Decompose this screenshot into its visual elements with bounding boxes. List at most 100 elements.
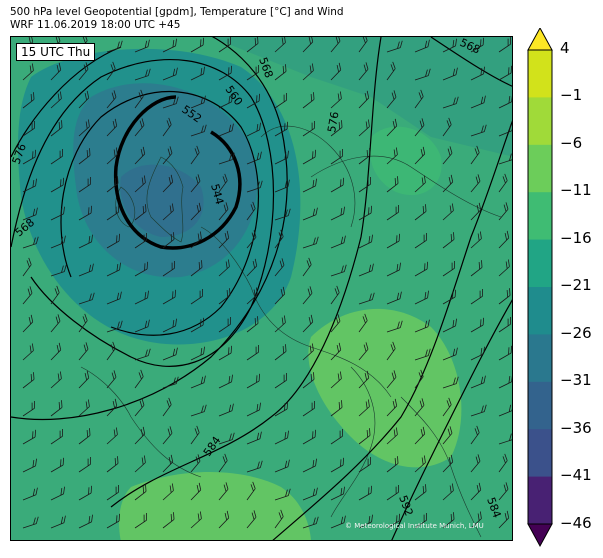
wind-barb (498, 374, 512, 389)
wind-barb (498, 202, 509, 221)
wind-barb (274, 150, 289, 165)
wind-barb (330, 120, 343, 137)
wind-barb (218, 65, 232, 81)
wind-barb (498, 453, 508, 473)
wind-barb (414, 261, 428, 277)
wind-barb (358, 428, 371, 445)
wind-barb (106, 513, 120, 529)
colorbar-box (528, 429, 552, 478)
wind-barb (274, 64, 287, 81)
wind-barb (330, 37, 341, 53)
wind-barb (162, 260, 176, 277)
colorbar (527, 28, 553, 548)
wind-barb (386, 398, 398, 417)
wind-barb (218, 202, 229, 221)
wind-barb (386, 456, 399, 473)
contour-552-thick (113, 95, 242, 250)
colorbar-tick-label: 4 (560, 39, 570, 57)
wind-barb (190, 454, 201, 473)
wind-barb (358, 148, 371, 165)
wind-barb (302, 149, 316, 165)
wind-barb (442, 454, 454, 473)
wind-barb (134, 455, 146, 473)
wind-barb (470, 404, 487, 417)
wind-barb (134, 426, 146, 445)
colorbar-tick-label: −16 (560, 229, 592, 247)
wind-barb (218, 453, 228, 473)
wind-barb (414, 118, 425, 137)
wind-barb (470, 174, 481, 193)
wind-barb (78, 263, 94, 277)
wind-barb (106, 176, 119, 193)
wind-barb (134, 89, 144, 109)
wind-barb (498, 345, 512, 361)
copyright-text: © Meteorological Institute Munich, LMU (345, 522, 484, 530)
wind-barb (274, 121, 288, 137)
wind-barb (22, 487, 38, 501)
wind-barb (134, 348, 151, 361)
wind-barb (414, 369, 424, 389)
wind-barb (274, 344, 287, 361)
wind-barb (442, 174, 454, 193)
wind-barb (22, 178, 37, 193)
wind-barb (218, 288, 231, 305)
wind-barb (442, 512, 455, 529)
wind-barb (302, 257, 312, 277)
wind-barb (162, 512, 175, 529)
wind-barb (414, 348, 431, 361)
wind-barb (134, 512, 148, 529)
colorbar-extend-top (527, 28, 553, 51)
wind-barb (190, 375, 206, 389)
wind-barb (78, 205, 92, 221)
wind-barb (78, 514, 93, 529)
wind-barb (22, 149, 36, 165)
wind-barb (414, 68, 431, 81)
wind-barb (50, 235, 66, 249)
wind-barb (246, 431, 262, 445)
wind-barb (78, 176, 92, 193)
wind-barb (498, 432, 512, 445)
wind-barb (190, 404, 207, 417)
wind-barb (22, 429, 36, 445)
wind-barb (190, 346, 205, 361)
wind-barb (218, 259, 230, 277)
wind-barb (330, 342, 342, 361)
wind-barb (162, 67, 178, 81)
wind-barb (358, 37, 368, 53)
wind-barb (302, 286, 313, 305)
wind-barb (190, 124, 207, 137)
wind-barb (330, 235, 346, 249)
wind-barb (134, 319, 150, 333)
wind-barb (470, 124, 487, 137)
wind-barb (162, 146, 173, 165)
wind-barb (302, 92, 315, 109)
wind-barb (246, 481, 256, 501)
wind-barb (78, 148, 91, 165)
wind-barb (470, 511, 482, 529)
wind-barb (50, 62, 62, 81)
wind-barb (358, 62, 369, 81)
wind-barb (134, 398, 145, 417)
wind-barb (274, 488, 291, 501)
wind-barb (50, 148, 64, 165)
wind-barb (330, 148, 344, 165)
wind-barb (442, 146, 453, 165)
wind-barb (22, 257, 32, 277)
wind-barb (78, 292, 95, 305)
wind-barb (106, 262, 121, 277)
wind-barb (358, 514, 373, 529)
wind-barb (414, 290, 429, 305)
wind-barb (470, 202, 482, 221)
wind-barb (246, 93, 260, 109)
wind-barb (134, 261, 148, 277)
wind-barb (190, 95, 206, 109)
wind-barb (498, 152, 512, 165)
wind-barb (78, 62, 89, 81)
wind-barb (358, 234, 373, 249)
wind-barb (218, 94, 233, 109)
contour-576-nw (11, 46, 122, 158)
wind-barb (330, 400, 343, 417)
wind-barb (386, 262, 401, 277)
wind-barb (78, 313, 88, 333)
wind-barb (386, 118, 398, 137)
